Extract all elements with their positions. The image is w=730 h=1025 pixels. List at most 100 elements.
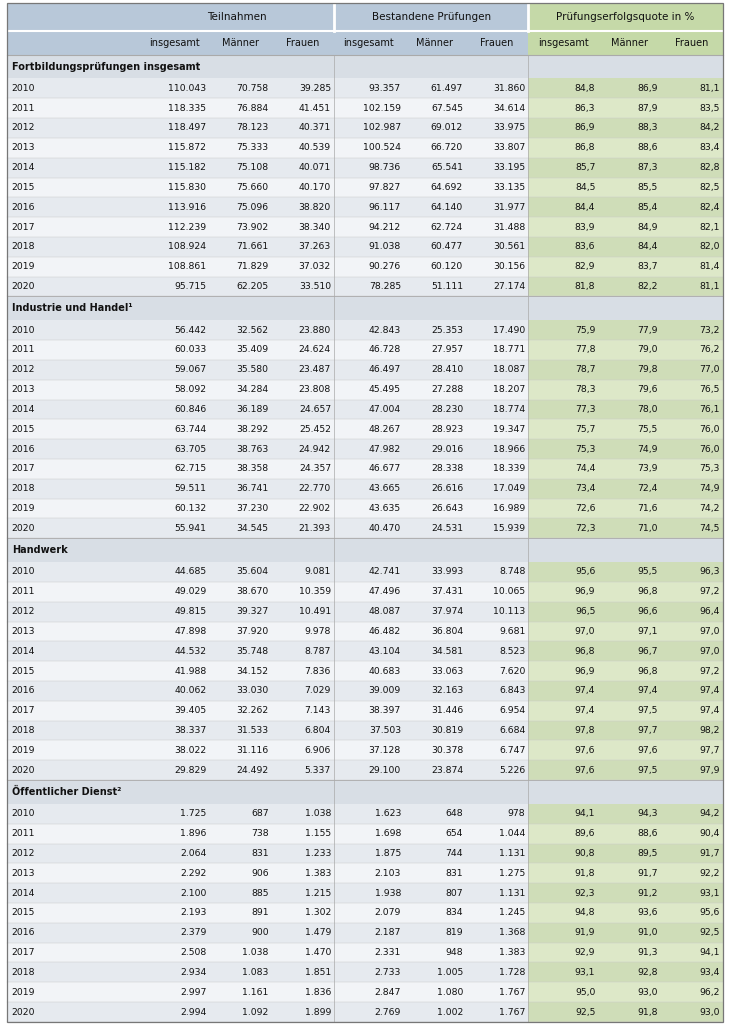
Text: 83,4: 83,4: [699, 144, 720, 153]
Text: 67.545: 67.545: [431, 104, 463, 113]
Bar: [139, 439, 210, 459]
Text: 9.081: 9.081: [304, 568, 331, 576]
Text: 35.748: 35.748: [237, 647, 269, 656]
Text: 2012: 2012: [12, 365, 35, 374]
Bar: [404, 943, 466, 962]
Bar: [404, 78, 466, 98]
Text: 38.763: 38.763: [237, 445, 269, 454]
Bar: [529, 642, 598, 661]
Bar: [334, 498, 404, 519]
Text: 10.491: 10.491: [299, 607, 331, 616]
Text: 38.820: 38.820: [299, 203, 331, 212]
Bar: [404, 277, 466, 296]
Text: 31.977: 31.977: [493, 203, 526, 212]
Bar: [466, 681, 529, 701]
Bar: [404, 661, 466, 681]
Bar: [466, 884, 529, 903]
Text: 2014: 2014: [12, 163, 35, 172]
Text: 74,4: 74,4: [575, 464, 595, 474]
Bar: [466, 943, 529, 962]
Bar: [661, 804, 723, 824]
Text: 6.906: 6.906: [304, 746, 331, 754]
Bar: [7, 400, 139, 419]
Text: 26.643: 26.643: [431, 504, 463, 514]
Bar: [466, 98, 529, 118]
Text: 40.539: 40.539: [299, 144, 331, 153]
Bar: [334, 884, 404, 903]
Bar: [466, 582, 529, 602]
Text: 2010: 2010: [12, 810, 35, 818]
Bar: [7, 780, 723, 804]
Text: 118.497: 118.497: [169, 123, 207, 132]
Bar: [661, 217, 723, 237]
Bar: [529, 519, 598, 538]
Bar: [272, 761, 334, 780]
Bar: [529, 98, 598, 118]
Text: 38.670: 38.670: [237, 587, 269, 597]
Text: 79,6: 79,6: [637, 385, 658, 394]
Bar: [529, 158, 598, 177]
Bar: [334, 237, 404, 257]
Text: 47.004: 47.004: [369, 405, 401, 414]
Bar: [139, 962, 210, 982]
Bar: [529, 198, 598, 217]
Bar: [661, 681, 723, 701]
Text: 108.924: 108.924: [169, 242, 207, 251]
Bar: [210, 320, 272, 340]
Text: 807: 807: [445, 889, 463, 898]
Bar: [404, 740, 466, 761]
Bar: [661, 439, 723, 459]
Text: 95,0: 95,0: [575, 988, 595, 996]
Bar: [139, 903, 210, 922]
Text: 43.104: 43.104: [369, 647, 401, 656]
Bar: [210, 982, 272, 1002]
Text: 83,5: 83,5: [699, 104, 720, 113]
Bar: [272, 602, 334, 621]
Text: 1.005: 1.005: [437, 968, 463, 977]
Text: 82,2: 82,2: [637, 282, 658, 291]
Text: 97,6: 97,6: [637, 746, 658, 754]
Bar: [334, 340, 404, 360]
Text: Männer: Männer: [611, 38, 648, 48]
Text: 49.815: 49.815: [174, 607, 207, 616]
Bar: [661, 721, 723, 740]
Text: 75.660: 75.660: [237, 182, 269, 192]
Text: 2013: 2013: [12, 869, 35, 877]
Bar: [661, 498, 723, 519]
Text: 77,3: 77,3: [575, 405, 595, 414]
Text: 2019: 2019: [12, 262, 35, 272]
Text: 2.508: 2.508: [180, 948, 207, 957]
Bar: [529, 138, 598, 158]
Text: 97,6: 97,6: [575, 766, 595, 775]
Bar: [529, 982, 598, 1002]
Text: 64.692: 64.692: [431, 182, 463, 192]
Bar: [334, 903, 404, 922]
Text: 73,2: 73,2: [699, 326, 720, 334]
Text: 27.957: 27.957: [431, 345, 463, 355]
Bar: [334, 379, 404, 400]
Bar: [598, 740, 661, 761]
Bar: [404, 582, 466, 602]
Bar: [466, 519, 529, 538]
Text: 60.033: 60.033: [174, 345, 207, 355]
Bar: [272, 962, 334, 982]
Bar: [334, 479, 404, 498]
Bar: [466, 804, 529, 824]
Bar: [661, 1002, 723, 1022]
Text: 2.934: 2.934: [180, 968, 207, 977]
Text: 41.988: 41.988: [174, 666, 207, 675]
Text: 94,8: 94,8: [575, 908, 595, 917]
Text: 86,8: 86,8: [575, 144, 595, 153]
Bar: [272, 237, 334, 257]
Bar: [529, 379, 598, 400]
Bar: [210, 98, 272, 118]
Text: 32.262: 32.262: [237, 706, 269, 715]
Bar: [334, 621, 404, 642]
Text: 37.503: 37.503: [369, 726, 401, 735]
Text: 6.804: 6.804: [304, 726, 331, 735]
Bar: [210, 419, 272, 439]
Bar: [7, 31, 139, 54]
Text: 97.827: 97.827: [369, 182, 401, 192]
Text: 29.100: 29.100: [369, 766, 401, 775]
Bar: [466, 78, 529, 98]
